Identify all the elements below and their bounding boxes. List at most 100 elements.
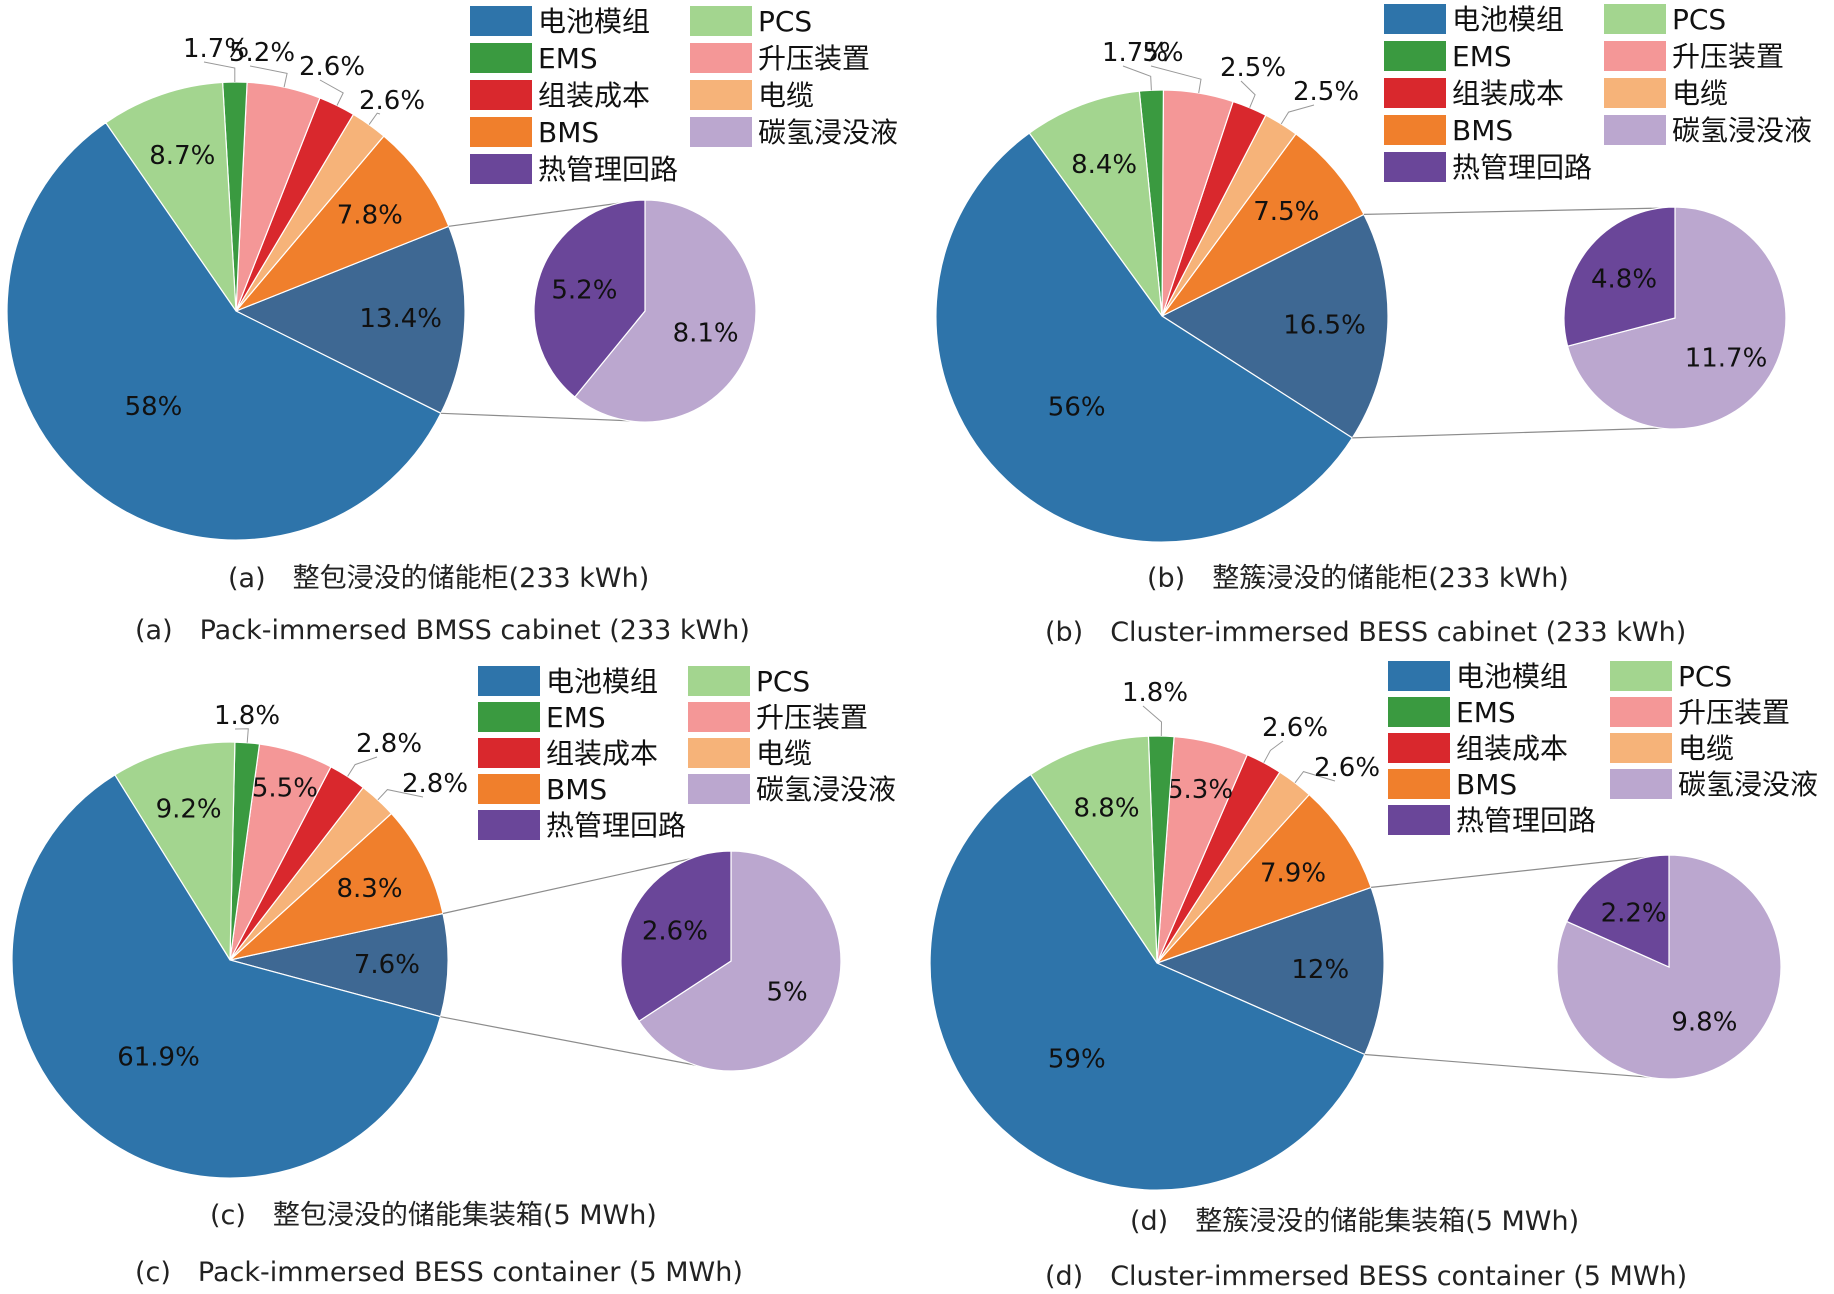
- legend-label: 电池模组: [546, 665, 658, 698]
- legend-swatch: [478, 666, 540, 696]
- data-label-booster: 5.3%: [1167, 775, 1233, 805]
- connector-bottom: [1352, 427, 1666, 439]
- legend-item-booster: 升压装置: [1610, 696, 1790, 729]
- data-label-ems: 1.7%: [183, 34, 249, 64]
- legend-label: 碳氢浸没液: [758, 116, 898, 149]
- sub-slice-thermal-loop: [533, 199, 646, 398]
- slice-bms: [235, 135, 450, 312]
- caption-a-en: (a) Pack-immersed BMSS cabinet (233 kWh): [135, 615, 750, 646]
- legend-label: 热管理回路: [538, 153, 678, 186]
- legend-item-bms: BMS: [1384, 114, 1513, 147]
- legend-item-thermal-loop: 热管理回路: [1388, 804, 1596, 837]
- slice-pcs: [1029, 735, 1158, 966]
- legend-swatch: [1604, 41, 1666, 71]
- legend-item-bms: BMS: [478, 773, 607, 806]
- data-label-thermal-loop: 16.5%: [1283, 310, 1366, 340]
- data-label-battery-module: 61.9%: [117, 1042, 200, 1072]
- data-label-thermal-loop: 12%: [1291, 955, 1349, 985]
- slice-thermal-loop-group: [229, 912, 449, 1018]
- data-label-booster: 5.5%: [252, 774, 318, 804]
- legend-item-booster: 升压装置: [688, 701, 868, 734]
- slice-bms: [1161, 133, 1365, 317]
- legend-item-bms: BMS: [470, 116, 599, 149]
- legend-item-thermal-loop: 热管理回路: [478, 809, 686, 842]
- legend-swatch: [1604, 4, 1666, 34]
- legend-label: EMS: [546, 701, 606, 734]
- data-label-pcs: 8.8%: [1073, 794, 1139, 824]
- data-label-bms: 8.3%: [336, 874, 402, 904]
- slice-battery-module: [11, 774, 442, 1179]
- legend-label: EMS: [538, 42, 598, 75]
- legend-swatch: [1610, 769, 1672, 799]
- legend-swatch: [1388, 697, 1450, 727]
- legend-swatch: [1384, 78, 1446, 108]
- data-label-bms: 7.9%: [1260, 858, 1326, 888]
- legend-item-cable: 电缆: [1610, 732, 1734, 765]
- legend-label: 电缆: [1672, 77, 1728, 110]
- data-label-ems: 1.8%: [1122, 678, 1188, 708]
- legend-swatch: [1384, 41, 1446, 71]
- legend-label: 电池模组: [1456, 660, 1568, 693]
- legend-item-cable: 电缆: [690, 79, 814, 112]
- sub-slice-hydrocarbon-fluid: [573, 199, 757, 423]
- sub-label-thermal-loop: 5.2%: [551, 275, 617, 305]
- pie-panel-b: 16.5% 7.5% 2.5%2.5% 5%1.7% 8.4% 56% 11.7% 4.8% 电…: [935, 3, 1812, 543]
- legend-label: BMS: [1456, 768, 1517, 801]
- legend-swatch: [1388, 769, 1450, 799]
- legend-item-hydrocarbon-fluid: 碳氢浸没液: [1610, 768, 1818, 801]
- leader-line-ems: [203, 61, 236, 82]
- caption-d-zh: (d) 整簇浸没的储能集装箱(5 MWh): [1130, 1206, 1579, 1237]
- leader-line-ems: [234, 728, 249, 743]
- legend-swatch: [690, 117, 752, 147]
- legend-item-thermal-loop: 热管理回路: [1384, 151, 1592, 184]
- data-label-assembly-cost: 2.5%: [1220, 53, 1286, 83]
- legend-item-hydrocarbon-fluid: 碳氢浸没液: [1604, 114, 1812, 147]
- sub-label-thermal-loop: 2.6%: [642, 917, 708, 947]
- sub-slice-thermal-loop: [1565, 854, 1670, 968]
- legend-item-cable: 电缆: [688, 737, 812, 770]
- legend-item-cable: 电缆: [1604, 77, 1728, 110]
- legend-swatch: [470, 117, 532, 147]
- legend-label: 组装成本: [546, 737, 658, 770]
- connector-bottom: [440, 412, 636, 422]
- legend-label: BMS: [1452, 114, 1513, 147]
- caption-b-en: (b) Cluster-immersed BESS cabinet (233 k…: [1045, 617, 1686, 648]
- data-label-pcs: 8.7%: [149, 141, 215, 171]
- legend-swatch: [690, 80, 752, 110]
- legend-swatch: [1610, 697, 1672, 727]
- legend-swatch: [1610, 733, 1672, 763]
- legend-swatch: [470, 80, 532, 110]
- legend-item-ems: EMS: [478, 701, 606, 734]
- legend-item-battery-module: 电池模组: [470, 5, 650, 38]
- legend-swatch: [688, 738, 750, 768]
- legend-label: PCS: [1672, 3, 1726, 36]
- legend-label: 组装成本: [1452, 77, 1564, 110]
- slice-thermal-loop-group: [234, 225, 466, 415]
- sub-label-hydrocarbon-fluid: 11.7%: [1685, 343, 1768, 373]
- slice-pcs: [114, 741, 236, 963]
- leader-line-booster: [1150, 65, 1202, 94]
- leader-line-cable: [1280, 104, 1315, 125]
- slice-battery-module: [6, 121, 442, 541]
- data-label-battery-module: 56%: [1048, 392, 1106, 422]
- connector-bottom: [440, 1016, 722, 1071]
- legend-label: 电缆: [756, 737, 812, 770]
- legend-item-hydrocarbon-fluid: 碳氢浸没液: [690, 116, 898, 149]
- legend-label: 碳氢浸没液: [1678, 768, 1818, 801]
- data-label-ems: 1.8%: [214, 701, 280, 731]
- data-label-assembly-cost: 2.6%: [1262, 713, 1328, 743]
- legend-label: PCS: [1678, 660, 1732, 693]
- legend-swatch: [470, 43, 532, 73]
- legend-swatch: [470, 154, 532, 184]
- pie-panel-d: 12% 7.9% 2.6% 2.6% 5.3% 1.8% 8.8% 59% 9.8% 2.2% 电池…: [929, 660, 1818, 1191]
- sub-label-thermal-loop: 2.2%: [1601, 899, 1667, 929]
- caption-d-en: (d) Cluster-immersed BESS container (5 M…: [1045, 1261, 1687, 1292]
- legend-label: PCS: [758, 5, 812, 38]
- legend-item-hydrocarbon-fluid: 碳氢浸没液: [688, 773, 896, 806]
- legend-swatch: [478, 738, 540, 768]
- legend-label: PCS: [756, 665, 810, 698]
- legend-item-ems: EMS: [470, 42, 598, 75]
- connector-bottom: [1364, 1053, 1660, 1079]
- data-label-bms: 7.8%: [337, 201, 403, 231]
